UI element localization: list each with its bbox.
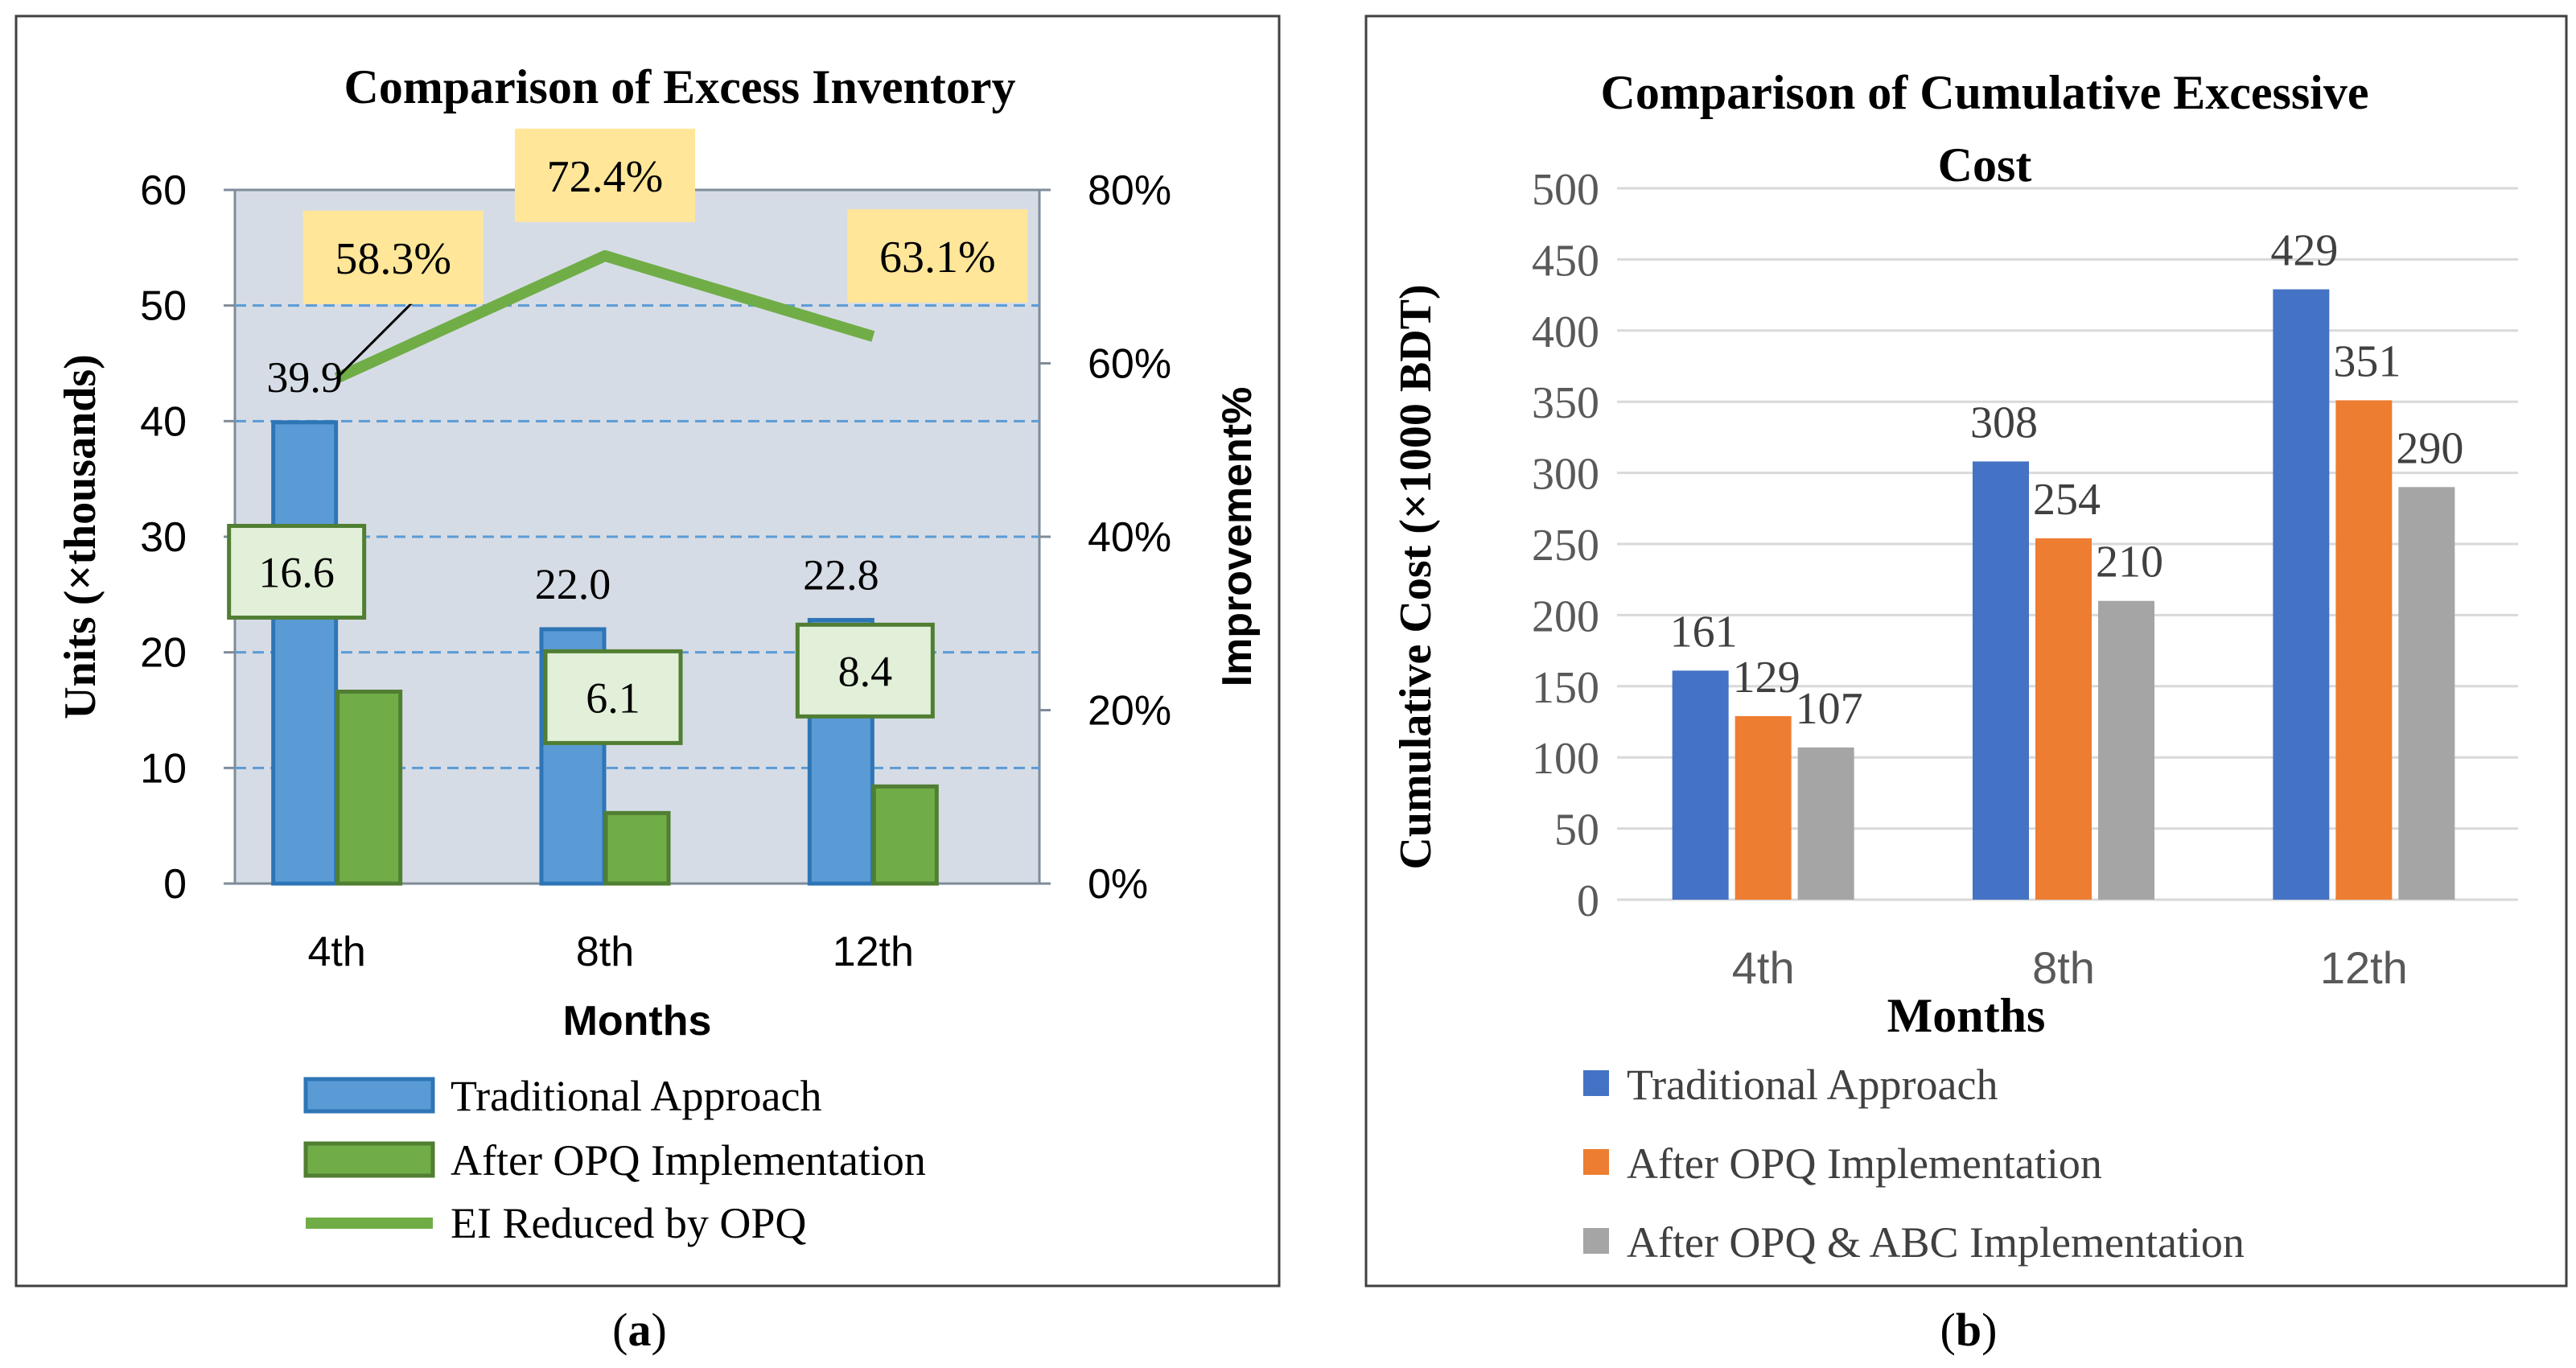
panel-a-bar-traditional [271,420,339,886]
panel-b-bar-series-2 [2335,400,2393,900]
legend-label-traditional: Traditional Approach [1627,1061,1998,1109]
panel-a-title: Comparison of Excess Inventory [344,60,1016,113]
panel-a-y-tick-label: 40 [140,398,187,445]
panel-b-y-tick-label: 200 [1532,591,1599,641]
panel-b-data-label-series-1: 161 [1670,607,1738,657]
legend-label-ei-reduced: EI Reduced by OPQ [451,1199,806,1247]
panel-a-x-tick-label: 4th [308,929,366,975]
panel-b-y-axis-label: Cumulative Cost (×1000 BDT) [1391,284,1441,869]
legend-label-after-opq: After OPQ Implementation [1627,1139,2102,1188]
panel-b-x-axis-label: Months [1887,989,2046,1042]
legend-swatch-traditional [1583,1070,1609,1096]
panel-a-x-tick-label: 8th [576,929,634,975]
panel-a-y2-axis-label: Improvement% [1214,387,1261,687]
panel-a-y2-tick-label: 80% [1088,167,1171,214]
panel-a-data-label-box-ei-reduced [515,128,695,222]
panel-a-x-tick-label: 12th [833,929,914,975]
panel-b-x-tick-label: 4th [1732,942,1795,993]
panel-b-bar-series-1 [2273,289,2330,900]
legend-swatch-after-opq [1583,1149,1609,1175]
panel-a-y2-tick-label: 20% [1088,688,1171,735]
panel-a: Comparison of Excess Inventory 0 10 20 30 40… [14,14,1281,1356]
panel-a-data-label-traditional: 22.8 [803,550,879,599]
panel-a-data-label-ei-reduced: 58.3% [335,234,451,284]
panel-b-y-tick-label: 350 [1532,378,1599,428]
panel-a-data-label-box-ei-reduced [302,210,484,304]
panel-b-data-label-series-3: 210 [2096,538,2163,587]
panel-a-y-tick-label: 30 [140,514,187,561]
panel-a-y2-tick-label: 0% [1088,861,1148,908]
panel-a-bar-after-opq [871,784,939,886]
panel-a-data-label-ei-reduced: 63.1% [879,233,996,282]
panel-b-data-label-series-2: 129 [1733,653,1800,703]
panel-b-y-tick-label: 300 [1532,450,1599,500]
panel-a-line-ei-reduced [334,249,875,384]
panel-b-title-line-2: Cost [1938,138,2032,192]
panel-a-bar-after-opq [603,810,671,886]
panel-b-data-label-series-1: 429 [2270,226,2338,276]
panel-a-bar-after-opq [335,690,403,886]
panel-b-y-tick-label: 50 [1554,806,1599,855]
panel-a-data-label-after-opq: 6.1 [586,674,640,722]
panel-b-bar-series-3 [2398,487,2455,900]
panel-b-y-tick-label: 100 [1532,734,1599,784]
legend-swatch-after-opq [303,1141,435,1178]
panel-b-bar-series-1 [1672,670,1729,900]
legend-swatch-after-opq-abc [1583,1228,1609,1254]
panel-b-y-tick-label: 500 [1532,165,1599,215]
legend-label-traditional: Traditional Approach [451,1072,821,1120]
panel-a-y-tick-label: 0 [163,861,187,908]
panel-a-y-tick-label: 50 [140,283,187,330]
legend-label-after-opq-abc: After OPQ & ABC Implementation [1627,1218,2245,1267]
panel-b-bar-series-3 [1797,747,1854,900]
panel-a-data-label-box-after-opq [543,649,683,745]
panel-a-y-tick-label: 10 [140,745,187,792]
panel-a-leader-line [335,296,418,379]
panel-b-data-label-series-1: 308 [1970,398,2038,447]
panel-a-data-label-box-after-opq [227,524,367,620]
panel-b-y-tick-label: 400 [1532,307,1599,357]
panel-b-data-label-series-2: 254 [2033,475,2101,525]
panel-b: Comparison of Cumulative Excessive Cost … [1364,14,2568,1356]
panel-b-y-tick-label: 450 [1532,236,1599,286]
panel-b-data-label-series-2: 351 [2333,336,2401,386]
panel-b-y-tick-label: 0 [1577,876,1599,926]
panel-a-data-label-after-opq: 8.4 [838,647,893,695]
panel-a-data-label-box-ei-reduced [847,209,1028,303]
panel-b-caption: (b) [1940,1304,1998,1356]
panel-a-data-label-box-after-opq [795,622,935,719]
panel-b-data-label-series-3: 107 [1796,684,1863,734]
panel-b-legend: Traditional Approach After OPQ Implement… [1583,1061,2245,1267]
panel-b-bar-series-3 [2098,600,2154,900]
panel-a-y-tick-label: 20 [140,630,187,677]
panel-a-y2-tick-label: 60% [1088,341,1171,388]
panel-a-y-tick-label: 60 [140,167,187,214]
panel-b-bar-series-1 [1973,461,2029,900]
panel-b-title-line-1: Comparison of Cumulative Excessive [1601,66,2369,119]
panel-a-legend: Traditional Approach After OPQ Implement… [303,1072,926,1247]
panel-a-data-label-traditional: 39.9 [266,353,343,402]
panel-a-data-label-after-opq: 16.6 [258,549,335,597]
panel-a-y-axis-label: Units (×thousands) [56,354,105,719]
panel-a-x-axis-label: Months [563,998,712,1045]
panel-b-x-tick-label: 12th [2320,942,2408,993]
panel-b-bar-series-2 [1734,715,1792,900]
panel-a-data-label-traditional: 22.0 [535,560,611,608]
panel-b-data-label-series-3: 290 [2396,423,2463,473]
panel-b-x-tick-label: 8th [2032,942,2095,993]
legend-swatch-traditional [303,1077,435,1114]
panel-a-y2-tick-label: 40% [1088,514,1171,561]
panel-a-caption: (a) [612,1304,667,1356]
panel-b-y-tick-label: 250 [1532,521,1599,571]
panel-b-bar-series-2 [2035,538,2092,900]
panel-a-data-label-ei-reduced: 72.4% [547,152,664,202]
legend-label-after-opq: After OPQ Implementation [451,1136,926,1185]
panel-b-y-tick-label: 150 [1532,663,1599,713]
